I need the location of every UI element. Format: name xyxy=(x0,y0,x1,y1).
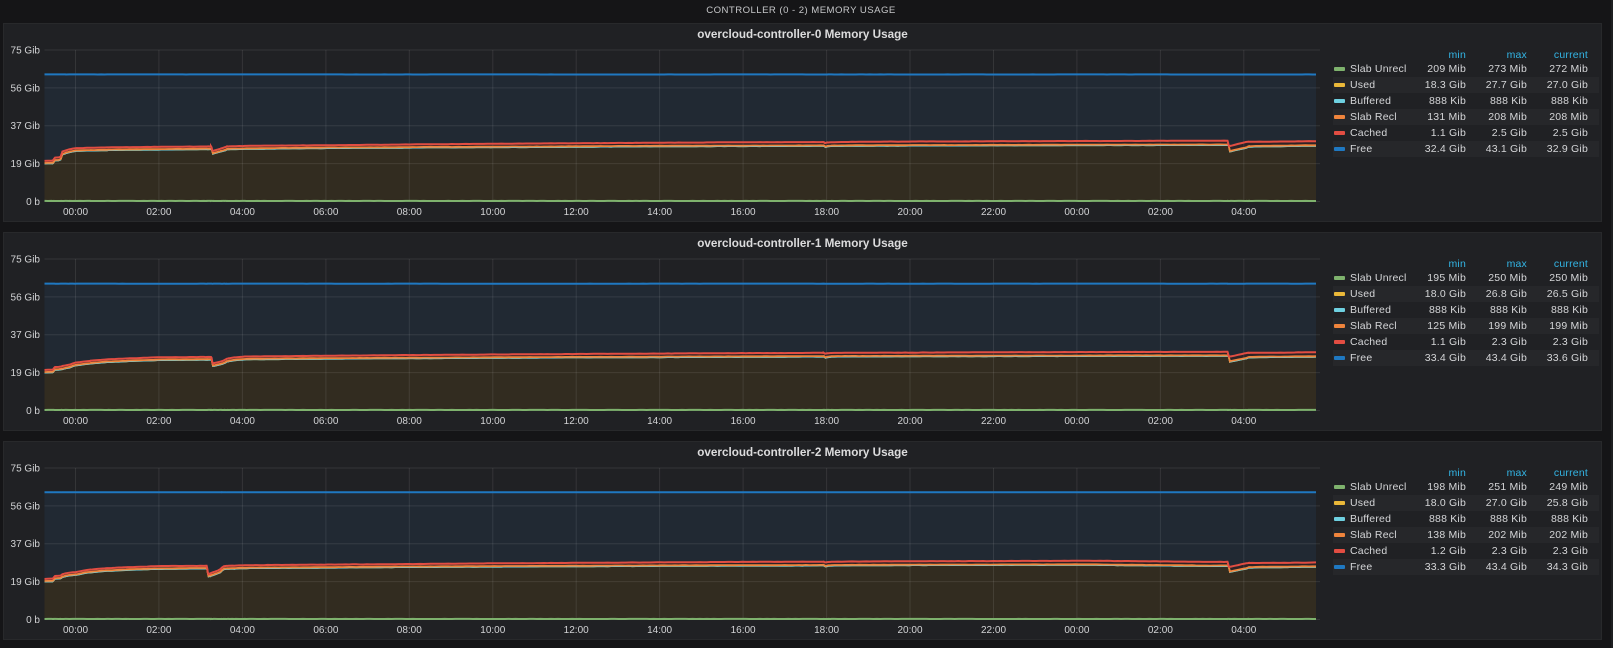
svg-text:22:00: 22:00 xyxy=(981,207,1006,218)
svg-text:22:00: 22:00 xyxy=(981,416,1006,427)
svg-text:00:00: 00:00 xyxy=(1064,416,1089,427)
svg-text:14:00: 14:00 xyxy=(647,207,672,218)
svg-text:37 Gib: 37 Gib xyxy=(11,539,41,550)
svg-text:14:00: 14:00 xyxy=(647,625,672,636)
svg-text:0 b: 0 b xyxy=(26,197,40,208)
svg-text:19 Gib: 19 Gib xyxy=(11,159,41,170)
svg-text:18:00: 18:00 xyxy=(814,207,839,218)
svg-text:12:00: 12:00 xyxy=(564,207,589,218)
svg-text:02:00: 02:00 xyxy=(1148,416,1173,427)
svg-text:02:00: 02:00 xyxy=(146,207,171,218)
svg-text:08:00: 08:00 xyxy=(397,625,422,636)
svg-text:0 b: 0 b xyxy=(26,615,40,626)
svg-text:00:00: 00:00 xyxy=(63,207,88,218)
svg-text:02:00: 02:00 xyxy=(1148,207,1173,218)
svg-text:75 Gib: 75 Gib xyxy=(11,46,41,57)
svg-text:06:00: 06:00 xyxy=(313,625,338,636)
svg-text:20:00: 20:00 xyxy=(897,416,922,427)
svg-text:56 Gib: 56 Gib xyxy=(11,83,41,94)
svg-text:56 Gib: 56 Gib xyxy=(11,292,41,303)
svg-text:04:00: 04:00 xyxy=(1231,625,1256,636)
svg-text:12:00: 12:00 xyxy=(564,416,589,427)
svg-text:04:00: 04:00 xyxy=(1231,416,1256,427)
svg-text:19 Gib: 19 Gib xyxy=(11,368,41,379)
svg-text:22:00: 22:00 xyxy=(981,625,1006,636)
svg-text:16:00: 16:00 xyxy=(731,416,756,427)
svg-text:20:00: 20:00 xyxy=(897,625,922,636)
svg-text:04:00: 04:00 xyxy=(230,416,255,427)
svg-text:56 Gib: 56 Gib xyxy=(11,501,41,512)
svg-text:10:00: 10:00 xyxy=(480,625,505,636)
svg-text:00:00: 00:00 xyxy=(63,625,88,636)
svg-text:04:00: 04:00 xyxy=(230,625,255,636)
svg-text:12:00: 12:00 xyxy=(564,625,589,636)
svg-text:75 Gib: 75 Gib xyxy=(11,255,41,266)
svg-text:06:00: 06:00 xyxy=(313,416,338,427)
svg-text:18:00: 18:00 xyxy=(814,625,839,636)
svg-text:16:00: 16:00 xyxy=(731,207,756,218)
svg-text:37 Gib: 37 Gib xyxy=(11,330,41,341)
svg-text:37 Gib: 37 Gib xyxy=(11,121,41,132)
svg-text:00:00: 00:00 xyxy=(1064,207,1089,218)
svg-text:02:00: 02:00 xyxy=(146,416,171,427)
svg-text:75 Gib: 75 Gib xyxy=(11,464,41,475)
svg-text:08:00: 08:00 xyxy=(397,207,422,218)
svg-text:14:00: 14:00 xyxy=(647,416,672,427)
svg-text:02:00: 02:00 xyxy=(1148,625,1173,636)
svg-text:0 b: 0 b xyxy=(26,406,40,417)
svg-text:10:00: 10:00 xyxy=(480,416,505,427)
svg-text:00:00: 00:00 xyxy=(1064,625,1089,636)
svg-text:10:00: 10:00 xyxy=(480,207,505,218)
svg-text:02:00: 02:00 xyxy=(146,625,171,636)
svg-text:18:00: 18:00 xyxy=(814,416,839,427)
svg-text:04:00: 04:00 xyxy=(1231,207,1256,218)
svg-text:06:00: 06:00 xyxy=(313,207,338,218)
svg-text:20:00: 20:00 xyxy=(897,207,922,218)
svg-text:08:00: 08:00 xyxy=(397,416,422,427)
svg-text:04:00: 04:00 xyxy=(230,207,255,218)
svg-text:00:00: 00:00 xyxy=(63,416,88,427)
svg-text:16:00: 16:00 xyxy=(731,625,756,636)
svg-text:19 Gib: 19 Gib xyxy=(11,577,41,588)
